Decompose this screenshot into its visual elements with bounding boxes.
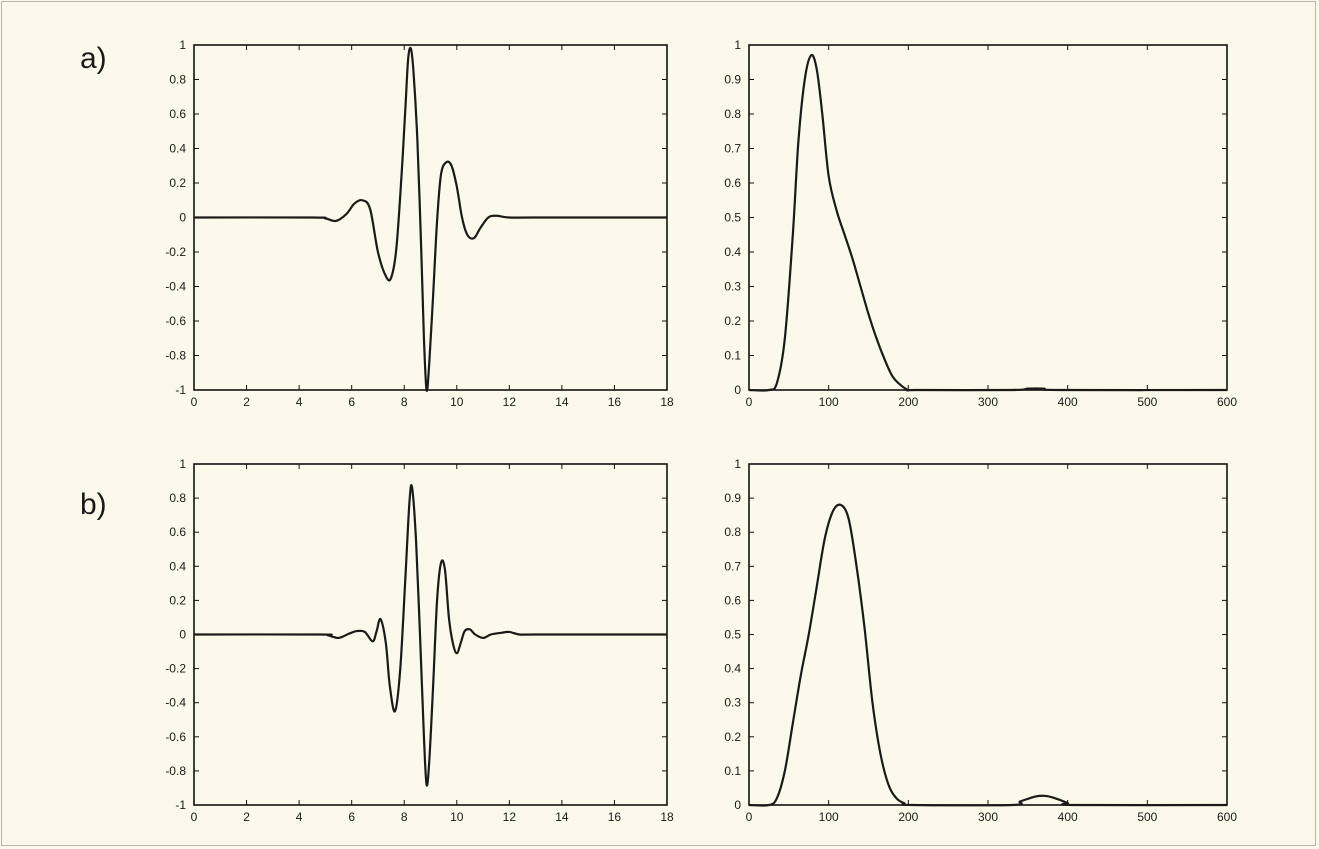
y-tick-label: 1 xyxy=(179,457,186,471)
y-tick-label: 0.6 xyxy=(724,176,741,190)
y-tick-label: 0.7 xyxy=(724,142,741,156)
x-tick-label: 6 xyxy=(348,395,355,409)
x-tick-label: 12 xyxy=(503,395,517,409)
x-tick-label: 0 xyxy=(746,810,753,824)
panel-label-b: b) xyxy=(80,488,107,521)
x-tick-label: 100 xyxy=(819,395,839,409)
y-tick-label: 0.6 xyxy=(169,525,186,539)
y-tick-label: 0.6 xyxy=(724,593,741,607)
y-tick-label: 0 xyxy=(734,383,741,397)
y-tick-label: -0.8 xyxy=(165,349,186,363)
x-tick-label: 600 xyxy=(1217,395,1237,409)
y-tick-label: 0.5 xyxy=(724,628,741,642)
y-tick-label: 0.7 xyxy=(724,559,741,573)
x-tick-label: 2 xyxy=(243,395,250,409)
y-tick-label: 0 xyxy=(179,211,186,225)
y-tick-label: -1 xyxy=(175,798,186,812)
y-tick-label: 0 xyxy=(179,628,186,642)
y-tick-label: 0.8 xyxy=(724,107,741,121)
x-tick-label: 200 xyxy=(898,395,918,409)
y-tick-label: 0.9 xyxy=(724,73,741,87)
x-tick-label: 14 xyxy=(555,810,569,824)
x-tick-label: 14 xyxy=(555,395,569,409)
y-tick-label: 0.8 xyxy=(724,525,741,539)
x-tick-label: 200 xyxy=(898,810,918,824)
y-tick-label: -0.4 xyxy=(165,696,186,710)
y-tick-label: 0.3 xyxy=(724,280,741,294)
series-line xyxy=(748,503,1228,807)
y-tick-label: 0.4 xyxy=(724,245,741,259)
x-tick-label: 10 xyxy=(450,810,464,824)
y-tick-label: 0.1 xyxy=(724,764,741,778)
x-tick-label: 400 xyxy=(1058,395,1078,409)
x-tick-label: 400 xyxy=(1058,810,1078,824)
plot-a-spectrum: 0 100 200 300 400 500 600 1 0.9 0.8 0.7 0.6 0.5 0.4 0.… xyxy=(724,38,1237,409)
x-tick-label: 0 xyxy=(191,395,198,409)
x-tick-label: 16 xyxy=(608,810,622,824)
x-tick-label: 4 xyxy=(296,810,303,824)
plot-a-time-signal: 0 2 4 6 8 10 12 14 16 18 1 0.8 0.6 0.4 0.2 0 -0.2 -0.4 -0.… xyxy=(165,38,674,409)
series-line xyxy=(193,484,667,787)
y-tick-label: 0.3 xyxy=(724,696,741,710)
x-tick-label: 500 xyxy=(1137,395,1157,409)
y-tick-label: 0.2 xyxy=(169,176,186,190)
x-tick-label: 4 xyxy=(296,395,303,409)
y-tick-label: 0.1 xyxy=(724,349,741,363)
x-tick-label: 500 xyxy=(1137,810,1157,824)
x-tick-label: 10 xyxy=(450,395,464,409)
y-tick-label: 0.2 xyxy=(169,593,186,607)
y-tick-label: 0.8 xyxy=(169,491,186,505)
x-tick-label: 8 xyxy=(401,810,408,824)
x-tick-label: 6 xyxy=(348,810,355,824)
y-tick-label: -1 xyxy=(175,383,186,397)
y-tick-label: 0.6 xyxy=(169,107,186,121)
y-tick-label: 0.2 xyxy=(724,314,741,328)
x-tick-label: 18 xyxy=(660,810,674,824)
y-tick-label: 1 xyxy=(734,38,741,52)
x-tick-label: 0 xyxy=(191,810,198,824)
x-tick-label: 0 xyxy=(746,395,753,409)
y-tick-label: 1 xyxy=(734,457,741,471)
y-tick-label: -0.6 xyxy=(165,314,186,328)
y-tick-label: -0.6 xyxy=(165,730,186,744)
y-tick-label: 1 xyxy=(179,38,186,52)
y-tick-label: 0 xyxy=(734,798,741,812)
y-tick-label: 0.5 xyxy=(724,211,741,225)
panel-label-a: a) xyxy=(80,42,107,75)
x-tick-label: 16 xyxy=(608,395,622,409)
y-tick-label: 0.4 xyxy=(724,662,741,676)
plot-b-spectrum: 0 100 200 300 400 500 600 1 0.9 0.8 0.7 0.6 0.5 0.4 0.… xyxy=(724,457,1237,824)
x-tick-label: 600 xyxy=(1217,810,1237,824)
x-tick-label: 12 xyxy=(503,810,517,824)
y-tick-label: -0.4 xyxy=(165,280,186,294)
y-tick-label: -0.2 xyxy=(165,245,186,259)
y-tick-label: 0.8 xyxy=(169,73,186,87)
x-tick-label: 100 xyxy=(819,810,839,824)
x-tick-label: 2 xyxy=(243,810,250,824)
y-tick-label: 0.2 xyxy=(724,730,741,744)
x-tick-label: 300 xyxy=(978,395,998,409)
y-tick-label: -0.8 xyxy=(165,764,186,778)
y-tick-label: 0.4 xyxy=(169,142,186,156)
x-tick-label: 18 xyxy=(660,395,674,409)
x-tick-label: 8 xyxy=(401,395,408,409)
axes-box xyxy=(748,463,1228,806)
y-tick-label: -0.2 xyxy=(165,662,186,676)
series-line xyxy=(748,53,1228,392)
series-line xyxy=(193,46,667,392)
y-tick-label: 0.4 xyxy=(169,559,186,573)
y-tick-label: 0.9 xyxy=(724,491,741,505)
x-tick-label: 300 xyxy=(978,810,998,824)
plot-b-time-signal: 0 2 4 6 8 10 12 14 16 18 1 0.8 0.6 0.4 0.2 0 -0.2 -0.4 -0.… xyxy=(165,457,674,824)
